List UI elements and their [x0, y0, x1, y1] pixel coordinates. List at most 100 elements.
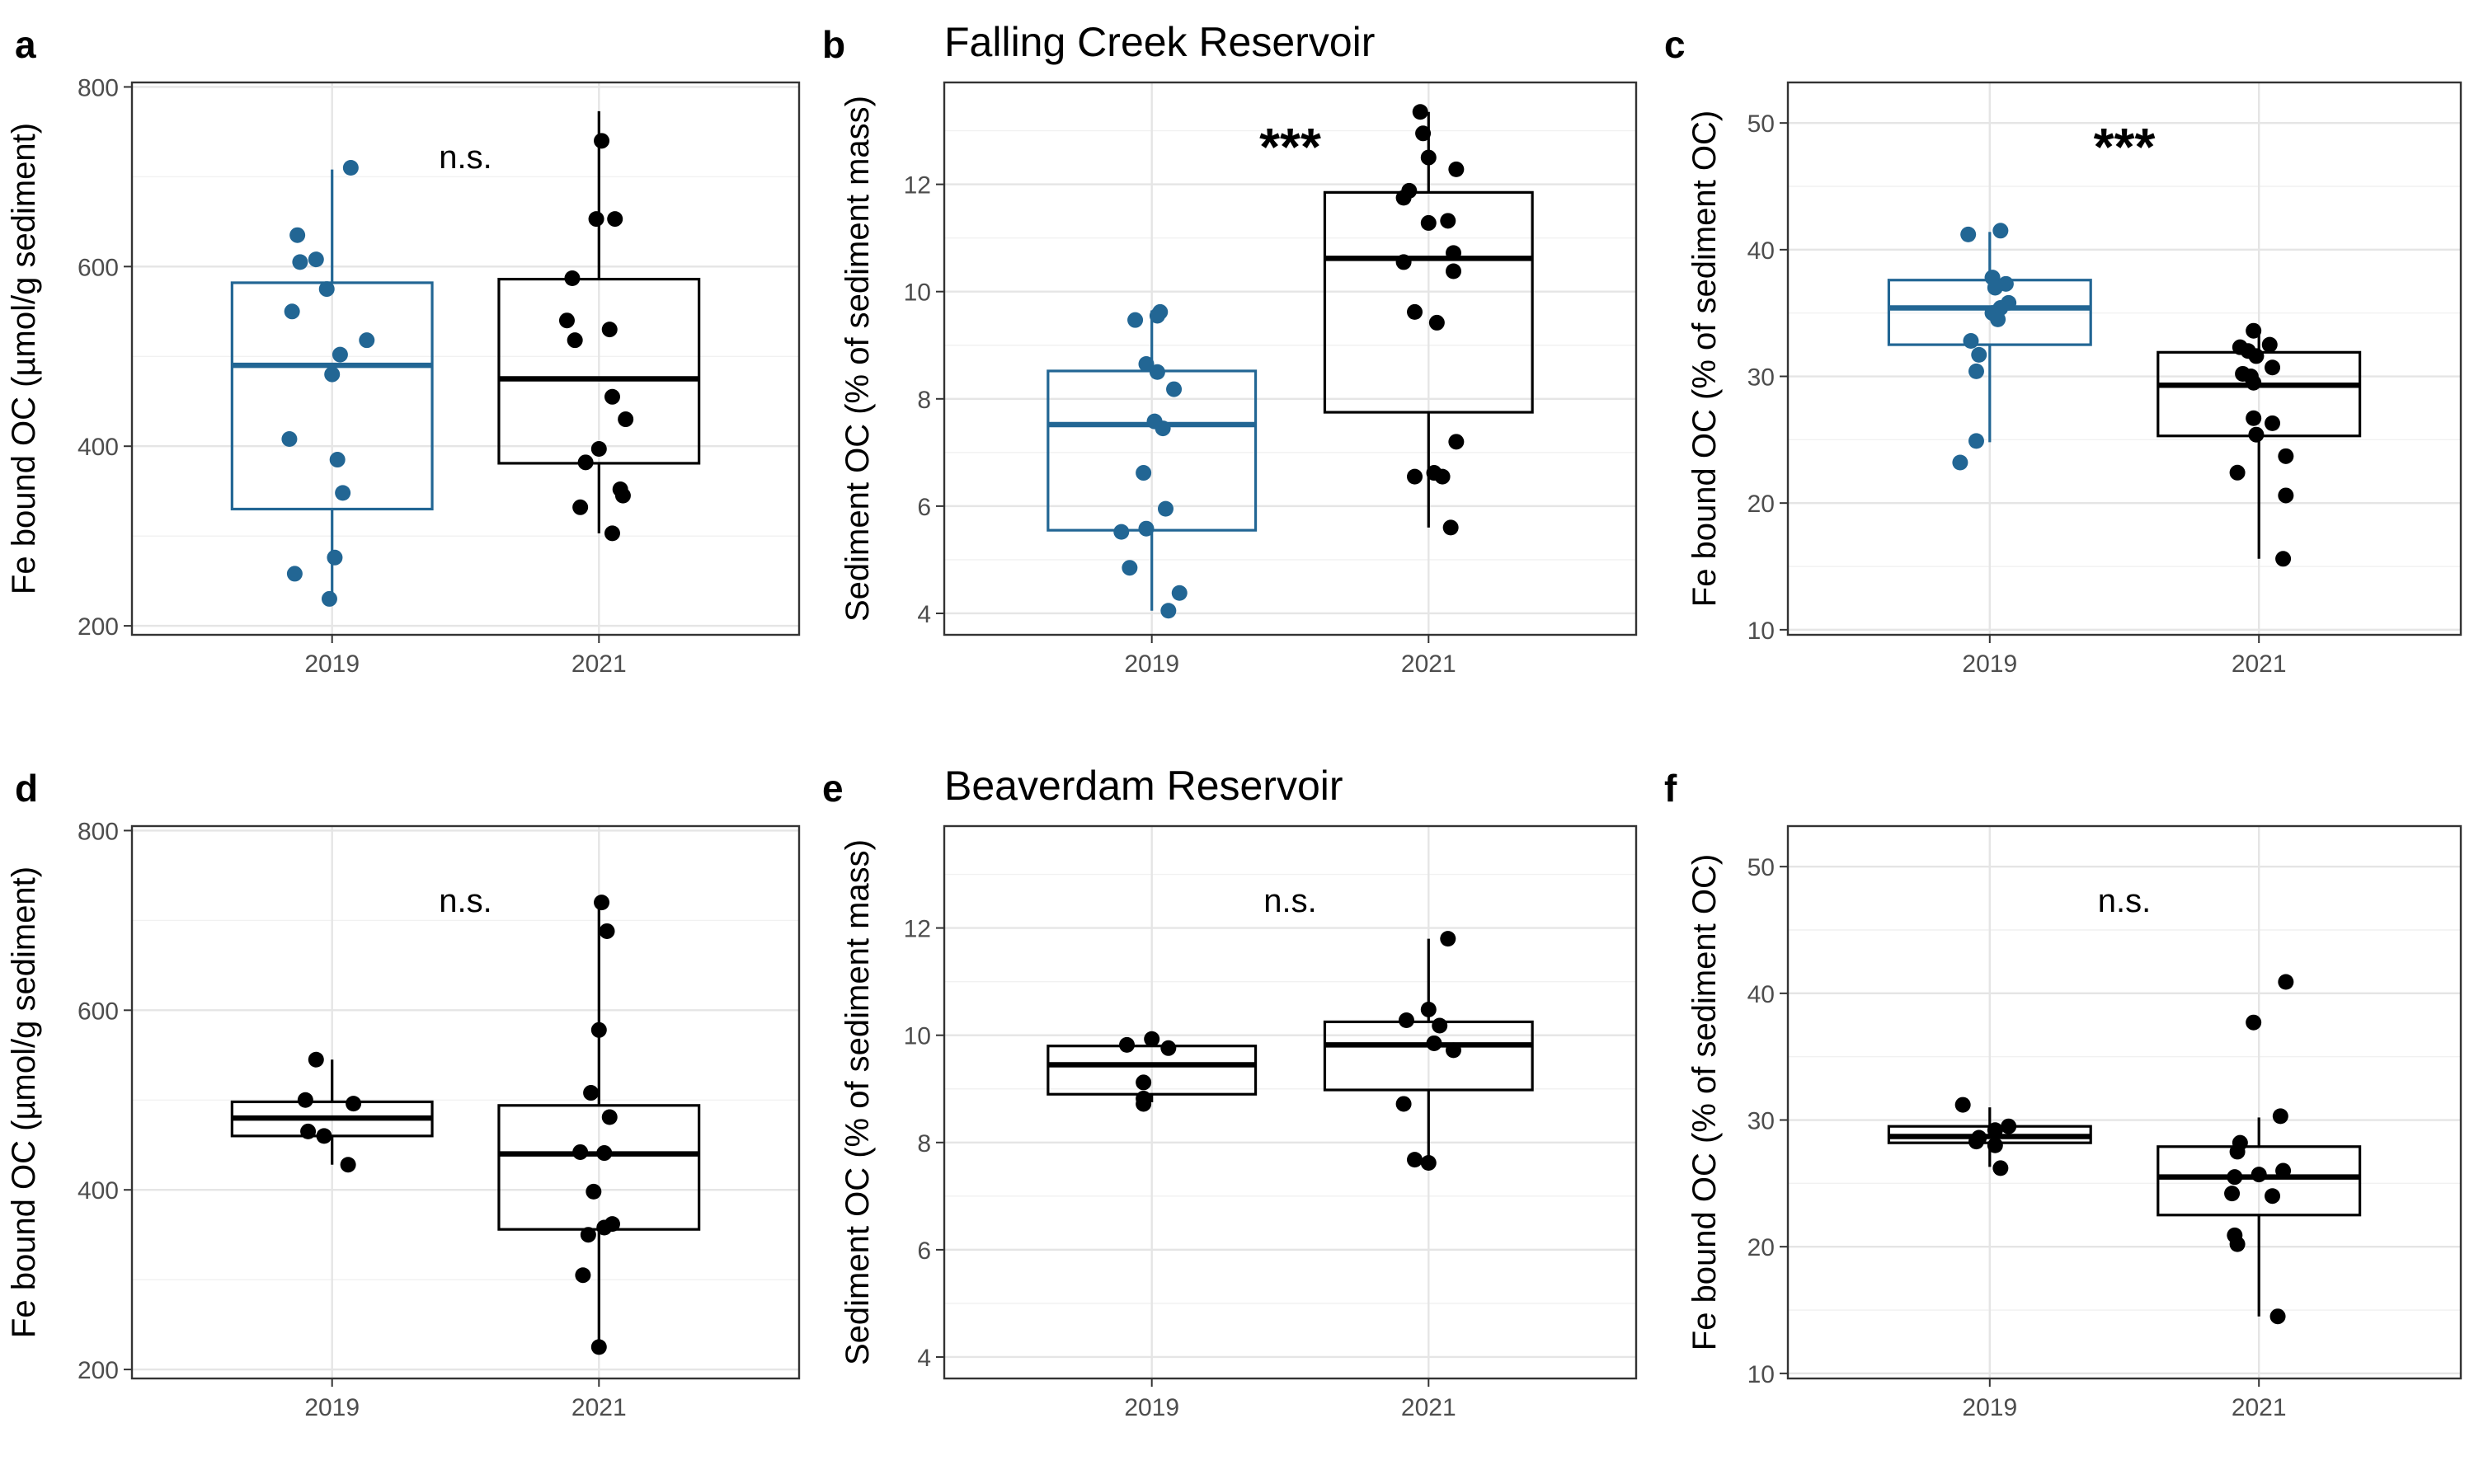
data-point	[601, 1109, 618, 1125]
data-point	[564, 270, 581, 286]
data-point	[308, 1051, 324, 1068]
data-point	[614, 487, 631, 504]
data-point	[2269, 1308, 2286, 1325]
data-point	[2272, 1108, 2288, 1125]
data-point	[1166, 381, 1183, 397]
data-point	[580, 1227, 596, 1243]
y-tick-label: 20	[1747, 1234, 1775, 1261]
panel-letter: e	[822, 767, 844, 810]
significance-annotation: n.s.	[2098, 883, 2151, 919]
y-axis-label: Fe bound OC (% of sediment OC)	[1686, 854, 1723, 1350]
y-axis-label: Sediment OC (% of sediment mass)	[840, 96, 876, 622]
box	[497, 1104, 701, 1231]
data-point	[590, 440, 607, 457]
data-point	[2265, 415, 2281, 431]
y-tick-label: 10	[1747, 618, 1775, 645]
y-tick-label: 6	[917, 494, 931, 521]
y-tick-label: 800	[78, 74, 119, 101]
significance-annotation: ***	[1259, 117, 1321, 176]
panel-border	[1786, 824, 2462, 1380]
data-point	[1113, 524, 1130, 540]
data-point	[2001, 1118, 2017, 1134]
data-point	[286, 566, 303, 582]
panel-letter: c	[1664, 23, 1686, 66]
significance-annotation: n.s.	[1263, 883, 1316, 919]
plot-background	[944, 82, 1636, 635]
data-point	[572, 1144, 589, 1160]
data-point	[2229, 1144, 2246, 1160]
series-2019	[230, 159, 434, 607]
data-point	[2224, 1186, 2241, 1202]
data-point	[1987, 1122, 2003, 1139]
data-point	[1432, 1017, 1448, 1034]
panel-d: 200 400 600 800 2019 2021 Fe bound OC (µmol/g …	[6, 767, 801, 1421]
data-point	[590, 1021, 607, 1038]
data-point	[1127, 312, 1144, 328]
data-point	[327, 549, 343, 566]
box	[1047, 369, 1258, 532]
significance-annotation: ***	[2094, 117, 2156, 176]
series-2021	[497, 110, 701, 542]
data-point	[586, 1183, 602, 1200]
data-point	[1395, 254, 1412, 270]
data-point	[558, 312, 575, 329]
x-tick-label: 2019	[304, 650, 360, 678]
panel-letter: d	[15, 767, 38, 810]
data-point	[577, 454, 594, 471]
data-point	[1446, 263, 1462, 279]
data-point	[284, 303, 300, 320]
data-point	[1428, 314, 1445, 331]
data-point	[1157, 500, 1174, 517]
panel-title: Beaverdam Reservoir	[944, 763, 1343, 809]
plot-background	[1788, 82, 2461, 635]
x-tick-label: 2021	[571, 1394, 627, 1421]
x-tick-label: 2019	[304, 1394, 360, 1421]
y-tick-label: 12	[904, 172, 931, 200]
data-point	[2265, 1188, 2281, 1205]
significance-annotation: n.s.	[439, 883, 492, 919]
y-tick-label: 8	[917, 1130, 931, 1158]
data-point	[1446, 1042, 1462, 1059]
y-tick-label: 200	[78, 613, 119, 641]
data-point	[572, 499, 589, 515]
data-point	[324, 366, 341, 383]
data-point	[359, 332, 375, 349]
panel-title: Falling Creek Reservoir	[944, 19, 1375, 65]
data-point	[1448, 434, 1465, 450]
data-point	[289, 227, 306, 243]
y-tick-label: 40	[1747, 981, 1775, 1008]
panel-border	[943, 81, 1638, 636]
data-point	[300, 1123, 317, 1139]
y-tick-label: 4	[917, 601, 931, 628]
panel-e: 4 6 8 10 12 2019 2021 Sediment OC (% of sedimen…	[822, 763, 1638, 1421]
y-tick-label: 30	[1747, 364, 1775, 392]
data-point	[1155, 420, 1171, 437]
x-tick-label: 2019	[1962, 1394, 2017, 1421]
data-point	[2278, 974, 2294, 990]
plot-background	[944, 826, 1636, 1378]
data-point	[1968, 433, 1984, 449]
x-tick-label: 2021	[571, 650, 627, 678]
data-point	[281, 431, 298, 448]
data-point	[318, 281, 335, 298]
data-point	[2278, 487, 2294, 504]
data-point	[583, 1085, 600, 1101]
data-point	[1954, 1097, 1971, 1113]
y-tick-label: 4	[917, 1345, 931, 1372]
data-point	[332, 346, 348, 363]
data-point	[340, 1157, 356, 1173]
y-axis-label: Sediment OC (% of sediment mass)	[840, 839, 876, 1365]
data-point	[297, 1092, 313, 1108]
x-tick-label: 2019	[1124, 650, 1179, 678]
data-point	[596, 1145, 613, 1162]
data-point	[2248, 426, 2265, 443]
data-point	[329, 452, 346, 468]
panel-border	[130, 824, 801, 1380]
plot-background	[1788, 826, 2461, 1378]
data-point	[1407, 1152, 1423, 1168]
data-point	[1171, 585, 1188, 601]
data-point	[2246, 1014, 2262, 1031]
data-point	[2275, 1162, 2292, 1179]
data-point	[594, 895, 610, 911]
panel-c: 10 20 30 40 50 2019 2021 Fe bound OC (% of sedi…	[1664, 23, 2462, 678]
